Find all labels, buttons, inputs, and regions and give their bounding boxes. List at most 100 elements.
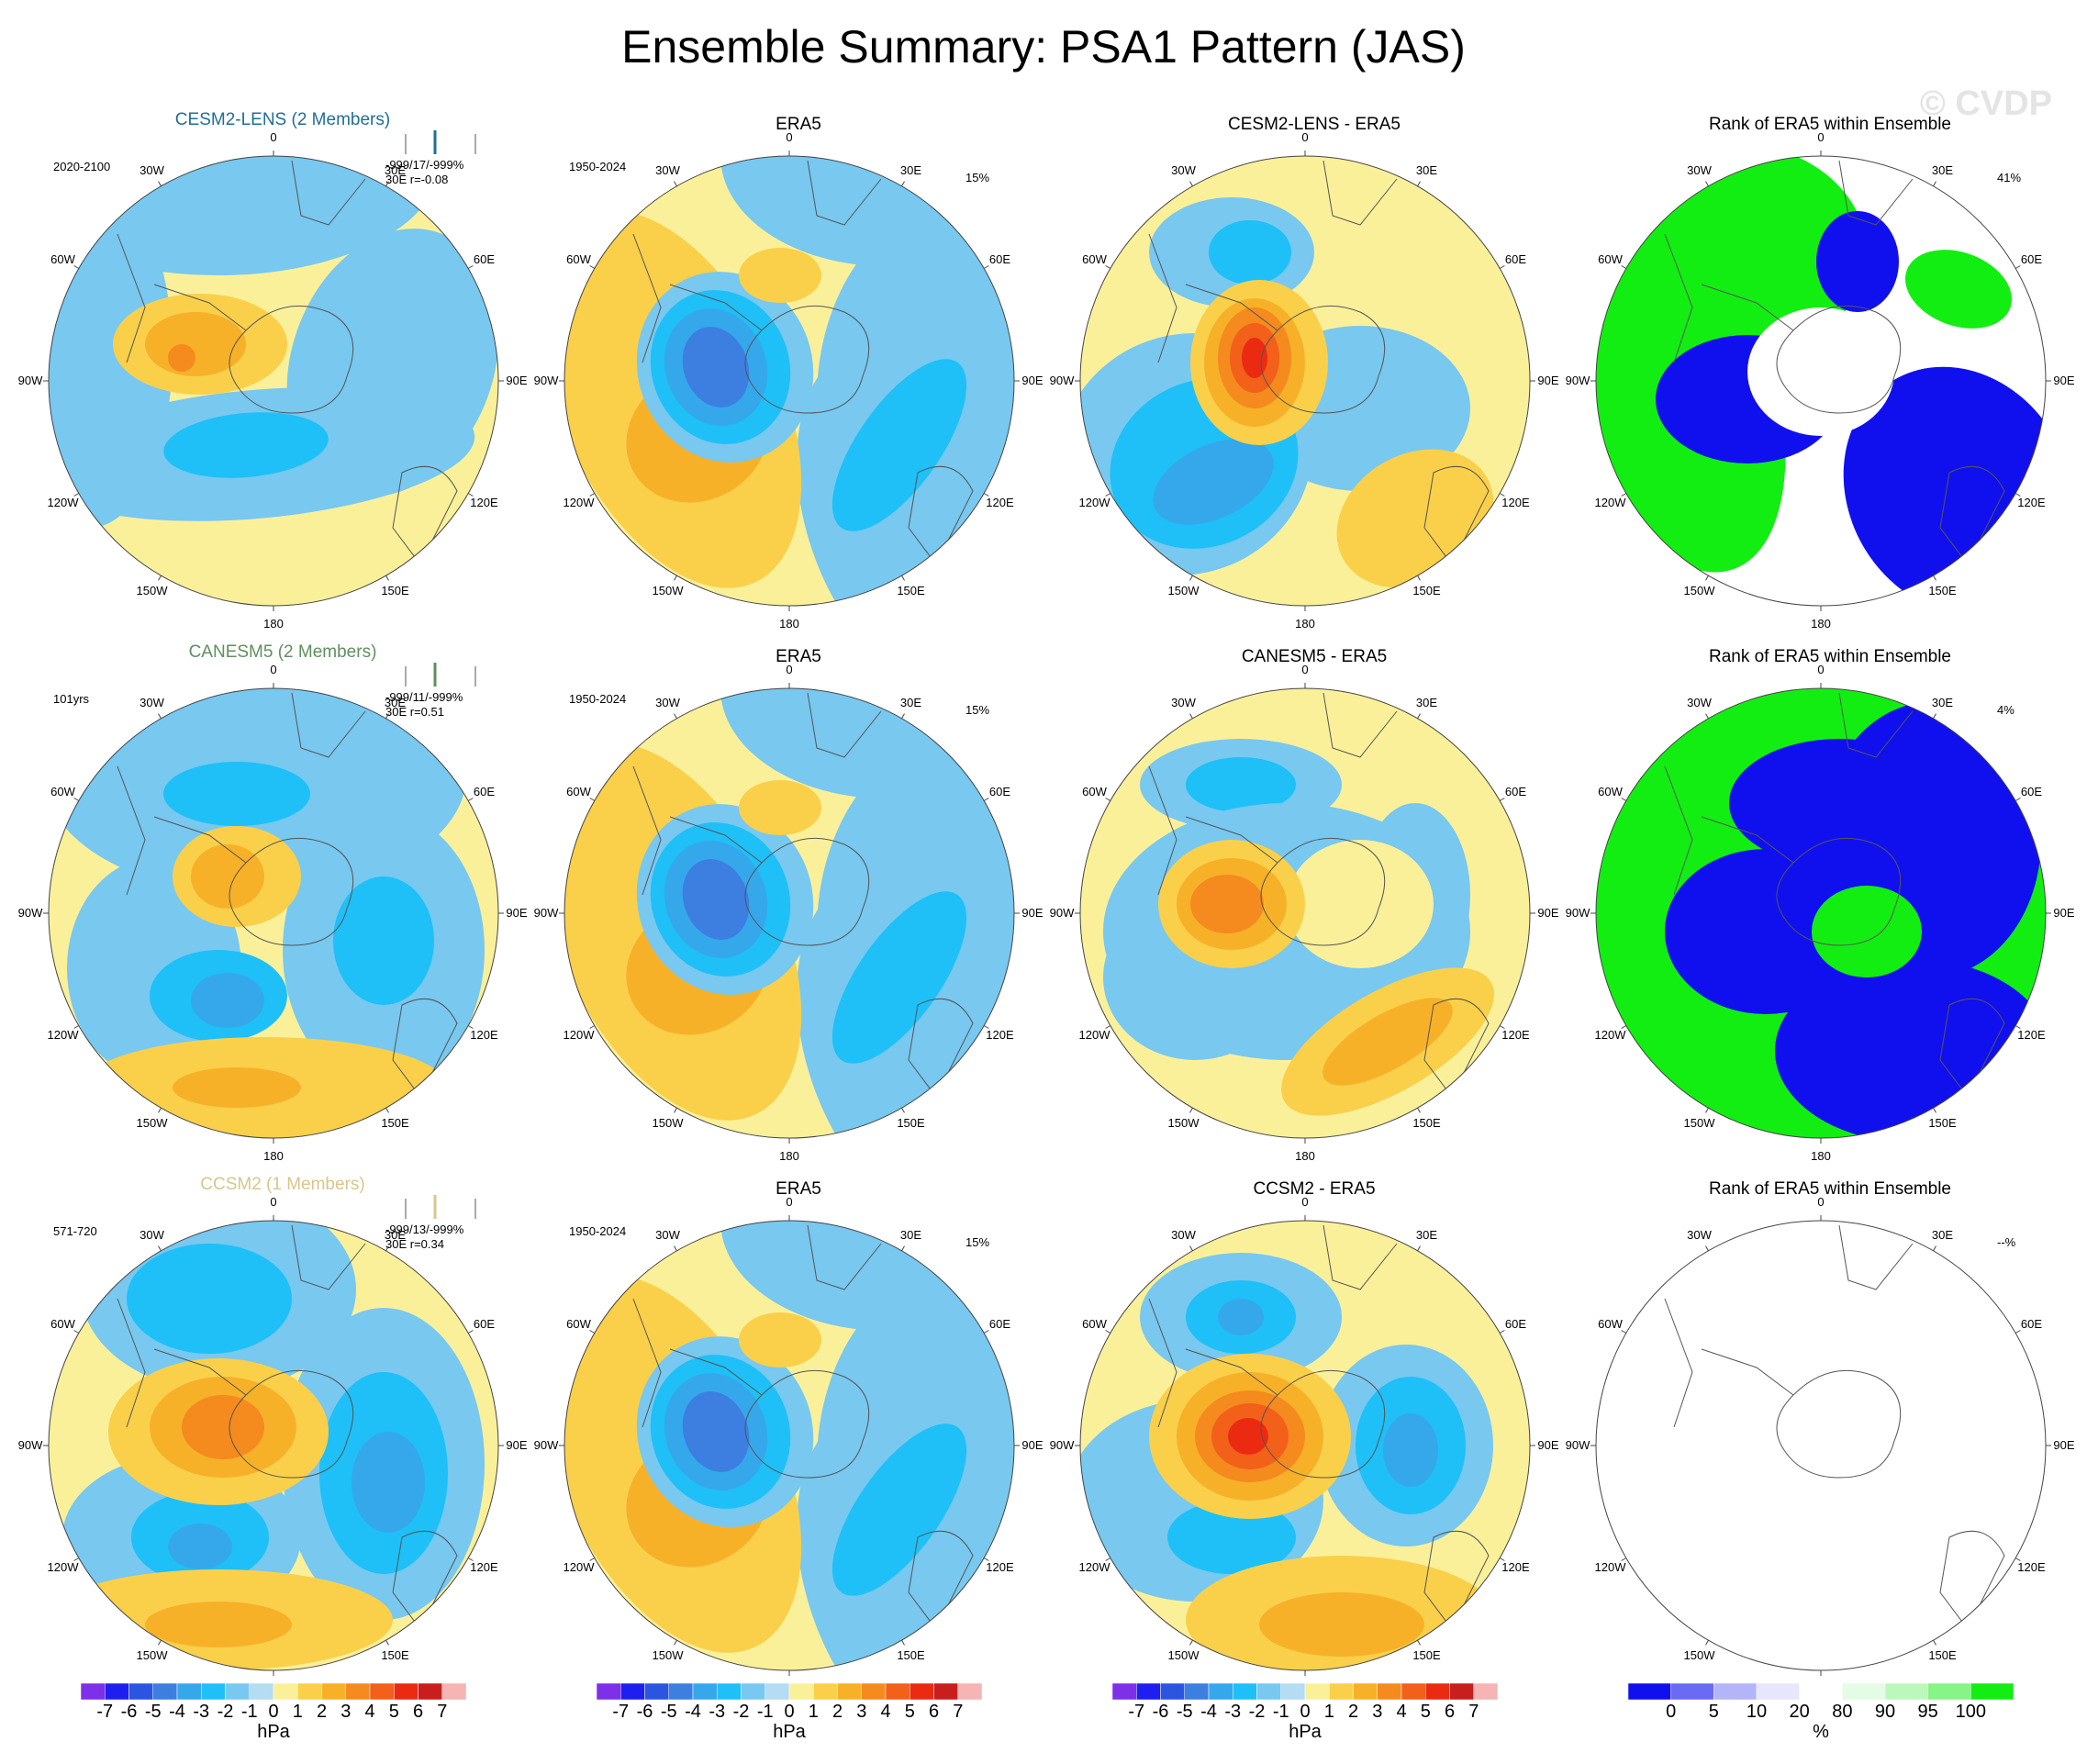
lon-tick xyxy=(674,1107,677,1113)
colorbar-tick: -5 xyxy=(660,1702,677,1722)
colorbar-swatch xyxy=(1208,1682,1233,1701)
lon-label: 90W xyxy=(1049,374,1075,387)
lon-label: 120W xyxy=(1078,1559,1110,1574)
colorbar-tick: 5 xyxy=(388,1702,399,1722)
panel-diff-row2: CANESM5 - ERA5 0 30E 60E 90E 120E 150E 180 150W 1… xyxy=(1050,642,1571,1211)
lon-label: 90W xyxy=(533,1438,559,1452)
lon-label: 120W xyxy=(47,1027,79,1042)
coastline xyxy=(1664,160,2005,565)
lon-tick xyxy=(1189,713,1193,720)
lon-label: 90W xyxy=(1049,906,1075,920)
colorbar-swatch xyxy=(345,1682,371,1701)
lon-tick xyxy=(1189,575,1193,581)
colorbar-swatch xyxy=(885,1682,910,1701)
lon-tick xyxy=(901,1107,905,1113)
map-background xyxy=(1596,1221,2046,1670)
percent-label: 4% xyxy=(1997,703,2014,717)
lon-label: 30E xyxy=(899,1227,922,1242)
lon-tick xyxy=(674,575,677,581)
lon-tick xyxy=(674,1639,677,1646)
lon-label: 0 xyxy=(1817,130,1825,144)
lon-tick xyxy=(385,1245,389,1252)
contour-region xyxy=(797,1406,1014,1670)
colorbar-swatch xyxy=(788,1682,814,1701)
lon-label: 150W xyxy=(1683,1648,1715,1663)
lon-label: 30W xyxy=(655,162,680,177)
colorbar-tick: 2 xyxy=(831,1702,843,1722)
colorbar-swatch xyxy=(1884,1682,1928,1701)
lon-label: 60E xyxy=(473,784,496,798)
lon-label: 120E xyxy=(1501,495,1530,509)
lon-label: 150E xyxy=(897,1648,925,1663)
lon-label: 30E xyxy=(1415,162,1438,177)
lon-label: 180 xyxy=(263,1149,284,1163)
panel-rank-row3: Rank of ERA5 within Ensemble --% 0 30E 60E 90… xyxy=(1566,1175,2087,1744)
contour-region xyxy=(831,1423,967,1596)
coastline xyxy=(1148,692,1490,1098)
colorbar-tick: -6 xyxy=(1152,1702,1169,1722)
contour-region xyxy=(1242,338,1267,378)
lon-tick xyxy=(589,265,596,269)
lon-tick xyxy=(2014,1330,2021,1334)
lon-tick xyxy=(467,798,474,801)
lon-tick xyxy=(385,1639,389,1646)
lon-label: 120W xyxy=(47,495,79,509)
lon-label: 30E xyxy=(899,695,922,709)
colorbar-swatch xyxy=(1627,1682,1671,1701)
contour-region xyxy=(682,859,750,940)
colorbar-swatch xyxy=(1233,1682,1257,1701)
polar-map xyxy=(1590,683,2051,1144)
lon-label: 30W xyxy=(140,1227,164,1242)
colorbar xyxy=(1627,1682,2014,1701)
lon-label: 120E xyxy=(470,1559,498,1574)
period-label: 2020-2100 xyxy=(53,160,111,173)
contour-region xyxy=(797,874,1014,1138)
colorbar-swatch xyxy=(297,1682,322,1701)
lon-label: 120E xyxy=(1501,1559,1530,1574)
lon-tick xyxy=(589,1025,596,1029)
lon-tick xyxy=(1105,1025,1111,1029)
lon-label: 30E xyxy=(384,1227,407,1242)
lon-tick xyxy=(1933,1107,1936,1113)
lon-label: 30W xyxy=(1687,1227,1712,1242)
colorbar-tick: 0 xyxy=(1666,1702,1677,1722)
colorbar-tick: -6 xyxy=(636,1702,653,1722)
colorbar-swatch xyxy=(1449,1682,1474,1701)
lon-tick xyxy=(158,1245,162,1252)
lon-tick xyxy=(1105,265,1111,269)
colorbar-tick: -5 xyxy=(144,1702,162,1722)
lon-label: 150E xyxy=(1412,1648,1441,1663)
panel-title: CANESM5 (2 Members) xyxy=(188,642,377,662)
colorbar-swatch xyxy=(837,1682,862,1701)
lon-tick xyxy=(73,1330,80,1334)
lon-label: 180 xyxy=(263,617,284,631)
colorbar-units: % xyxy=(1813,1722,1829,1742)
period-label: 571-720 xyxy=(53,1224,97,1238)
polar-map xyxy=(43,151,504,611)
lon-label: 120W xyxy=(1594,1559,1626,1574)
lon-label: 150W xyxy=(652,1648,684,1663)
colorbar-swatch xyxy=(1756,1682,1800,1701)
colorbar-tick: 7 xyxy=(953,1702,964,1722)
lon-label: 90E xyxy=(2053,374,2075,387)
polar-map xyxy=(559,1215,1020,1676)
contour-region xyxy=(191,844,264,909)
lon-label: 90W xyxy=(1049,1438,1075,1452)
lon-label: 150E xyxy=(897,584,925,598)
lon-label: 90E xyxy=(1537,374,1559,387)
lon-tick xyxy=(1705,181,1709,187)
lon-label: 90E xyxy=(506,374,528,387)
colorbar-swatch xyxy=(1842,1682,1886,1701)
colorbar-swatch xyxy=(1970,1682,2014,1701)
lon-label: 30W xyxy=(140,695,164,709)
lon-label: 90E xyxy=(2053,1438,2075,1452)
lon-tick xyxy=(1621,798,1627,801)
lon-label: 120W xyxy=(563,1027,595,1042)
lon-label: 120E xyxy=(2017,1027,2046,1042)
colorbar-tick: 4 xyxy=(880,1702,891,1722)
colorbar-tick: -1 xyxy=(1272,1702,1289,1722)
lon-tick xyxy=(1705,1639,1709,1646)
lon-label: 0 xyxy=(1301,1195,1309,1209)
colorbar-swatch xyxy=(668,1682,694,1701)
lon-label: 90E xyxy=(1021,906,1044,920)
